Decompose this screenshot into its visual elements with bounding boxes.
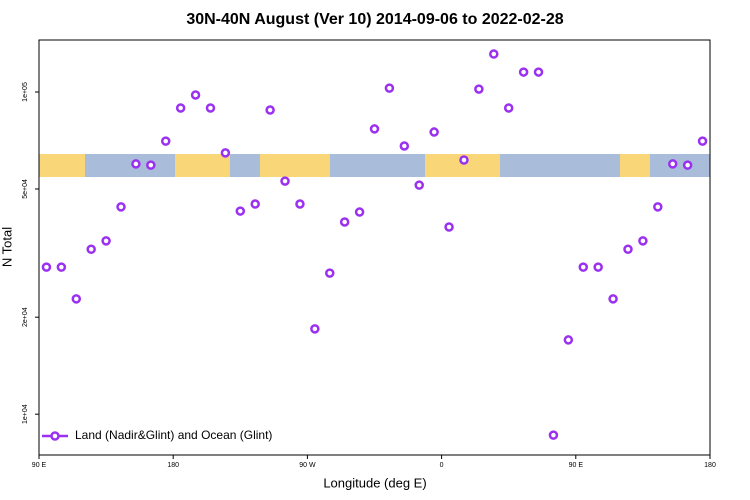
- data-point: [265, 105, 275, 115]
- map-strip: [39, 154, 710, 177]
- data-point: [250, 199, 260, 209]
- data-point: [310, 324, 320, 334]
- data-point: [503, 103, 514, 113]
- data-point: [533, 67, 544, 77]
- y-tick-label: 1e+05: [22, 82, 29, 102]
- data-point: [667, 159, 678, 169]
- data-point: [295, 199, 305, 209]
- y-tick-label: 5e+04: [22, 179, 29, 199]
- data-point: [101, 236, 111, 246]
- data-point: [578, 262, 589, 272]
- data-point: [474, 84, 484, 94]
- data-point: [325, 268, 335, 278]
- data-point: [444, 222, 454, 232]
- data-point: [146, 160, 156, 170]
- data-point: [116, 202, 126, 212]
- y-tick-label: 1e+04: [22, 404, 29, 424]
- x-tick-label: 0: [440, 462, 444, 469]
- data-point: [86, 244, 96, 255]
- legend-marker: [50, 431, 60, 441]
- x-tick-label: 180: [704, 462, 716, 469]
- data-point: [384, 83, 395, 93]
- data-point: [280, 176, 290, 186]
- data-point: [175, 103, 186, 113]
- x-tick-label: 90 E: [32, 462, 47, 469]
- data-point: [697, 136, 708, 146]
- data-point: [354, 207, 365, 217]
- data-point: [339, 217, 350, 227]
- data-point: [608, 294, 618, 304]
- data-point: [459, 155, 469, 165]
- plot-frame: [38, 39, 711, 456]
- x-tick-label: 180: [167, 462, 179, 469]
- legend-label: Land (Nadir&Glint) and Ocean (Glint): [75, 428, 272, 442]
- data-point: [548, 430, 559, 440]
- data-point: [682, 160, 693, 170]
- data-point: [190, 90, 201, 100]
- data-point: [563, 335, 574, 345]
- data-point: [638, 236, 648, 246]
- data-point: [220, 148, 231, 158]
- data-point: [593, 262, 603, 272]
- x-tick-label: 90 E: [569, 462, 584, 469]
- data-point: [414, 180, 424, 190]
- data-point: [489, 49, 499, 59]
- data-point: [653, 202, 663, 212]
- data-point: [369, 124, 380, 134]
- data-point: [235, 206, 246, 216]
- y-axis-label: N Total: [0, 227, 14, 267]
- data-point: [518, 67, 529, 77]
- x-axis-label: Longitude (deg E): [323, 475, 426, 490]
- y-tick-label: 2e+04: [22, 307, 29, 327]
- data-point: [205, 103, 216, 113]
- x-tick-label: 90 W: [299, 462, 316, 469]
- data-point: [41, 262, 52, 272]
- data-point: [623, 244, 633, 255]
- data-point: [399, 141, 410, 151]
- data-point: [160, 136, 171, 146]
- data-point: [56, 262, 67, 272]
- data-point: [429, 127, 439, 137]
- chart-title: 30N-40N August (Ver 10) 2014-09-06 to 20…: [186, 11, 563, 28]
- data-point: [71, 294, 82, 304]
- data-point: [131, 159, 141, 169]
